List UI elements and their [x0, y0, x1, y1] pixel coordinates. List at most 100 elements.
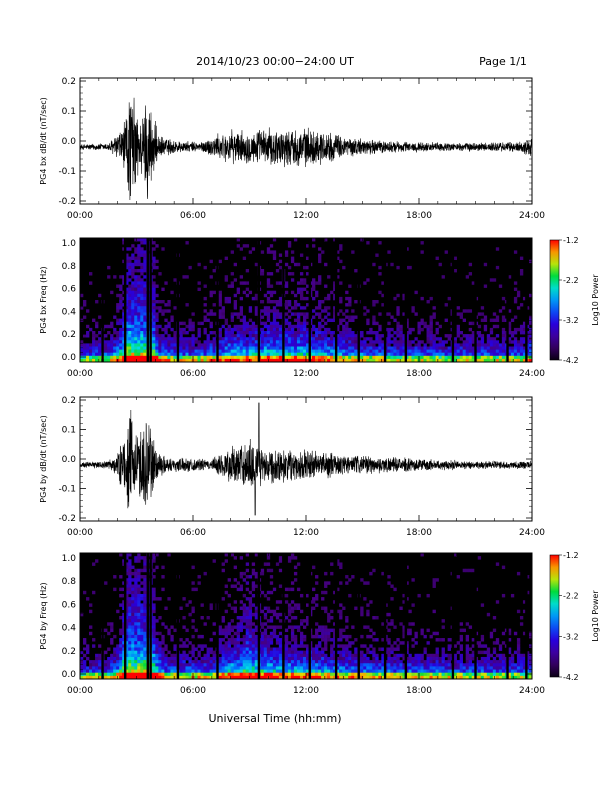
spectrogram-cell [303, 316, 306, 319]
spectrogram-cell [421, 241, 424, 244]
spectrogram-cell [372, 331, 375, 334]
spectrogram-cell [496, 670, 499, 673]
spectrogram-cell [210, 291, 213, 294]
spectrogram-cell [312, 648, 315, 651]
spectrogram-cell [387, 331, 390, 334]
spectrogram-cell [164, 353, 167, 356]
spectrogram-cell [207, 673, 210, 676]
spectrogram-cell [285, 343, 288, 346]
spectrogram-cell [210, 660, 213, 663]
spectrogram-cell [330, 353, 333, 356]
spectrogram-cell [161, 673, 164, 676]
spectrogram-cell [363, 337, 366, 340]
spectrogram-cell [143, 600, 146, 603]
spectrogram-cell [478, 651, 481, 654]
spectrogram-cell [152, 294, 155, 297]
spectrogram-cell [285, 300, 288, 303]
spectrogram-cell [116, 663, 119, 666]
spectrogram-cell [207, 616, 210, 619]
spectrogram-cell [288, 663, 291, 666]
spectrogram-cell [164, 337, 167, 340]
spectrogram-cell [303, 660, 306, 663]
spectrogram-cell [164, 644, 167, 647]
spectrogram-cell [237, 316, 240, 319]
spectrogram-cell [276, 334, 279, 337]
spectrogram-cell [231, 272, 234, 275]
y-tick-label: 0.1 [62, 426, 76, 436]
spectrogram-cell [445, 673, 448, 676]
spectrogram-cell [433, 340, 436, 343]
spectrogram-cell [246, 244, 249, 247]
spectrogram-cell [89, 666, 92, 669]
spectrogram-cell [158, 340, 161, 343]
spectrogram-cell [300, 666, 303, 669]
spectrogram-cell [116, 294, 119, 297]
spectrogram-cell [466, 353, 469, 356]
spectrogram-cell [436, 660, 439, 663]
spectrogram-cell [363, 343, 366, 346]
spectrogram-cell [369, 353, 372, 356]
spectrogram-cell [366, 648, 369, 651]
spectrogram-cell [243, 641, 246, 644]
spectrogram-cell [430, 673, 433, 676]
spectrogram-cell [213, 337, 216, 340]
spectrogram-cell [330, 562, 333, 565]
spectrogram-cell [155, 660, 158, 663]
spectrogram-cell [143, 343, 146, 346]
spectrogram-cell [104, 663, 107, 666]
spectrogram-cell [273, 673, 276, 676]
spectrogram-cell [155, 553, 158, 556]
spectrogram-cell [421, 322, 424, 325]
spectrogram-cell [243, 334, 246, 337]
spectrogram-cell [288, 648, 291, 651]
spectrogram-cell [173, 660, 176, 663]
spectrogram-cell [267, 300, 270, 303]
spectrogram-cell [164, 648, 167, 651]
spectrogram-cell [249, 641, 252, 644]
spectrogram-cell [387, 343, 390, 346]
spectrogram-cell [517, 340, 520, 343]
spectrogram-cell [312, 670, 315, 673]
spectrogram-cell [261, 322, 264, 325]
spectrogram-cell [421, 670, 424, 673]
spectrogram-cell [201, 635, 204, 638]
spectrogram-cell [107, 266, 110, 269]
spectrogram-cell [255, 572, 258, 575]
spectrogram-cell [408, 610, 411, 613]
spectrogram-cell [131, 340, 134, 343]
spectrogram-cell [387, 350, 390, 353]
spectrogram-cell [158, 347, 161, 350]
spectrogram-cell [433, 673, 436, 676]
spectrogram-cell [228, 337, 231, 340]
spectrogram-cell [445, 319, 448, 322]
spectrogram-cell [182, 651, 185, 654]
spectrogram-cell [478, 666, 481, 669]
spectrogram-cell [228, 300, 231, 303]
spectrogram-cell [300, 254, 303, 257]
spectrogram-cell [348, 347, 351, 350]
spectrogram-cell [315, 594, 318, 597]
spectrogram-cell [330, 291, 333, 294]
spectrogram-cell [261, 347, 264, 350]
spectrogram-cell [204, 331, 207, 334]
spectrogram-cell [210, 638, 213, 641]
spectrogram-cell [315, 657, 318, 660]
spectrogram-cell [493, 343, 496, 346]
spectrogram-cell [113, 331, 116, 334]
spectrogram-cell [285, 670, 288, 673]
spectrogram-cell [231, 648, 234, 651]
spectrogram-cell [134, 294, 137, 297]
spectrogram-cell [240, 585, 243, 588]
spectrogram-cell [463, 343, 466, 346]
spectrogram-cell [354, 347, 357, 350]
spectrogram-cell [327, 350, 330, 353]
spectrogram-cell [390, 353, 393, 356]
spectrogram-cell [327, 657, 330, 660]
spectrogram-cell [128, 616, 131, 619]
spectrogram-cell [315, 660, 318, 663]
spectrogram-cell [348, 673, 351, 676]
spectrogram-cell [267, 337, 270, 340]
spectrogram-cell [414, 337, 417, 340]
spectrogram-cell [396, 638, 399, 641]
spectrogram-cell [161, 651, 164, 654]
